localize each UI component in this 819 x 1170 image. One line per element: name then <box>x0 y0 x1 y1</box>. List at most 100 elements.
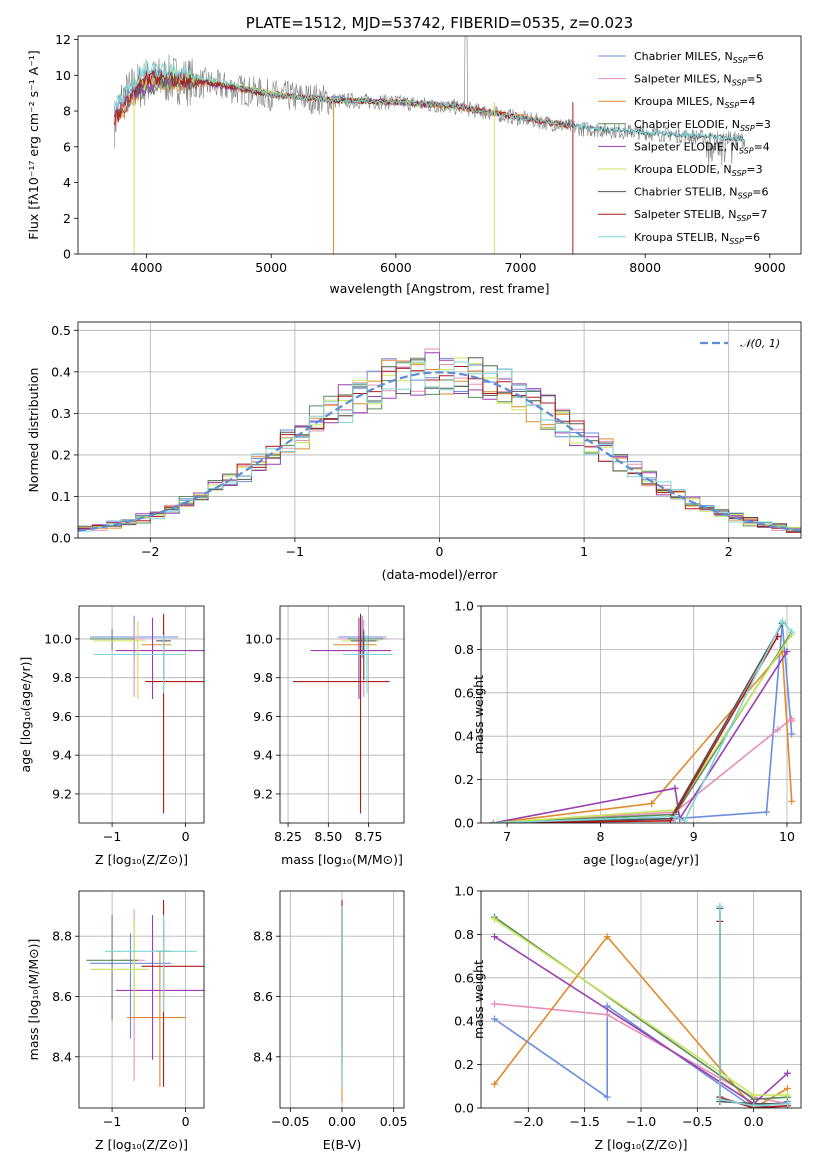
y-tick-label: 0.1 <box>51 489 71 504</box>
y-tick-label: 9.4 <box>253 748 273 763</box>
legend-equals: = <box>754 140 763 153</box>
axes-metallicity-massweight: −2.0 −1.5 −1.0 −0.5 0.0 0.0 0.2 0.4 0.6 0.8 1.0 Z [… <box>454 884 802 1152</box>
y-tick-label: 10.0 <box>245 631 273 646</box>
y-tick-label: 0.5 <box>51 323 71 338</box>
y-tick-label: 1.0 <box>454 599 474 614</box>
legend-nssp-value: 6 <box>761 186 768 199</box>
errorbar-point <box>350 631 377 680</box>
x-tick-label: 6000 <box>380 260 412 275</box>
y-tick-label: 0.2 <box>51 447 71 462</box>
y-tick-label: 9.8 <box>52 670 72 685</box>
y-tick-label: 0 <box>63 247 71 262</box>
errorbar-point <box>333 619 377 678</box>
data-spectrum-line <box>113 36 746 167</box>
x-tick-label: −1 <box>103 829 121 844</box>
mass-weight-line <box>493 717 793 823</box>
legend-label: Kroupa MILES, NSSP=4 <box>634 95 755 110</box>
mass-weight-marker <box>788 730 796 738</box>
y-tick-label: 0.8 <box>454 642 474 657</box>
y-axis-label: mass [log₁₀(M/M⊙)] <box>26 939 41 1061</box>
mass-weight-marker <box>750 1102 758 1108</box>
x-tick-label: 0.05 <box>380 1114 408 1129</box>
errorbar-point <box>93 621 146 699</box>
y-tick-label: 0.8 <box>454 927 474 942</box>
mass-weight-line <box>493 635 779 823</box>
axes-residuals: −2 −1 0 1 2 0.0 0.1 0.2 0.3 0.4 0.5 (data-model)/er… <box>26 321 802 582</box>
mass-weight-marker <box>603 1011 611 1019</box>
mass-weight-marker <box>491 915 499 923</box>
mass-weight-marker <box>491 1015 499 1023</box>
x-axis-label: E(B-V) <box>323 1137 362 1152</box>
x-axis-label: wavelength [Angstrom, rest frame] <box>329 281 549 296</box>
mass-weight-marker <box>783 1091 791 1099</box>
legend-nssp-prefix: , N <box>716 73 731 86</box>
legend-equals: = <box>747 50 756 63</box>
y-tick-label: 9.4 <box>52 748 72 763</box>
mass-weight-marker <box>716 1095 724 1103</box>
y-tick-label: 0.3 <box>51 406 71 421</box>
legend-nssp-value: 6 <box>753 231 760 244</box>
legend-nssp-prefix: , N <box>718 50 733 63</box>
plot-area <box>280 891 404 1108</box>
y-axis-label: mass weight <box>471 675 486 754</box>
legend-nssp-prefix: , N <box>716 163 731 176</box>
legend-subscript: SSP <box>740 124 755 133</box>
axes-metallicity-mass: −1 0 8.4 8.6 8.8 Z [log₁₀(Z/Z⊙)] mass [log₁₀(M… <box>26 890 205 1152</box>
mass-weight-marker <box>788 717 796 725</box>
axes-frame <box>279 605 405 824</box>
y-tick-label: 8.4 <box>253 1049 273 1064</box>
x-tick-label: 8 <box>596 829 604 844</box>
errorbar-point <box>342 635 393 694</box>
legend-equals: = <box>755 118 764 131</box>
x-tick-label: 0 <box>436 544 444 559</box>
y-tick-label: 0.4 <box>454 729 474 744</box>
x-tick-label: 9000 <box>754 260 786 275</box>
y-tick-label: 6 <box>63 139 71 154</box>
y-tick-label: 0.2 <box>454 772 474 787</box>
x-tick-label: 8.50 <box>314 829 342 844</box>
x-tick-label: 0.00 <box>328 1114 356 1129</box>
x-tick-label: 9 <box>690 829 698 844</box>
errorbar-point <box>90 629 135 651</box>
legend-label: Kroupa STELIB, NSSP=6 <box>634 231 760 246</box>
mass-weight-marker <box>783 648 791 656</box>
mass-weight-marker <box>671 812 679 820</box>
plot-area <box>113 36 746 254</box>
errorbar-point <box>141 619 171 678</box>
legend-subscript: SSP <box>732 79 747 88</box>
residual-histogram <box>78 361 801 532</box>
y-tick-label: 8 <box>63 104 71 119</box>
x-tick-label: 7 <box>503 829 511 844</box>
legend-label: Chabrier MILES, NSSP=6 <box>634 50 764 65</box>
legend-subscript: SSP <box>739 146 754 155</box>
y-tick-label: 9.2 <box>52 786 72 801</box>
legend-equals: = <box>752 186 761 199</box>
x-tick-label: 0 <box>182 1114 190 1129</box>
legend-nssp-value: 6 <box>757 50 764 63</box>
y-tick-label: 9.6 <box>253 709 273 724</box>
mass-weight-marker <box>648 799 656 807</box>
mass-weight-line <box>493 619 793 823</box>
axes-frame <box>77 35 802 255</box>
legend-nssp-value: 3 <box>756 163 763 176</box>
errorbar-point <box>90 918 149 1015</box>
errorbar-point <box>123 619 146 698</box>
plot-area <box>79 606 204 823</box>
legend-series-name: Salpeter ELODIE <box>634 140 724 153</box>
y-tick-label: 0.4 <box>51 364 71 379</box>
y-tick-label: 12 <box>55 32 71 47</box>
y-axis-label: Flux [fλ10⁻¹⁷ erg cm⁻² s⁻¹ A⁻¹] <box>26 50 41 239</box>
errorbar-point <box>310 617 392 699</box>
legend-series-name: Kroupa MILES <box>634 95 709 108</box>
x-tick-label: −1.0 <box>626 1114 656 1129</box>
mass-weight-line <box>492 651 788 823</box>
legend-label: 𝒩(0, 1) <box>740 337 780 350</box>
y-tick-label: 9.6 <box>52 709 72 724</box>
y-axis-label: mass weight <box>471 960 486 1039</box>
plot-area <box>481 891 801 1108</box>
errorbar-point <box>115 915 204 1060</box>
plot-area <box>79 891 204 1108</box>
mass-weight-marker <box>783 1084 791 1092</box>
mass-weight-marker <box>491 1000 499 1008</box>
